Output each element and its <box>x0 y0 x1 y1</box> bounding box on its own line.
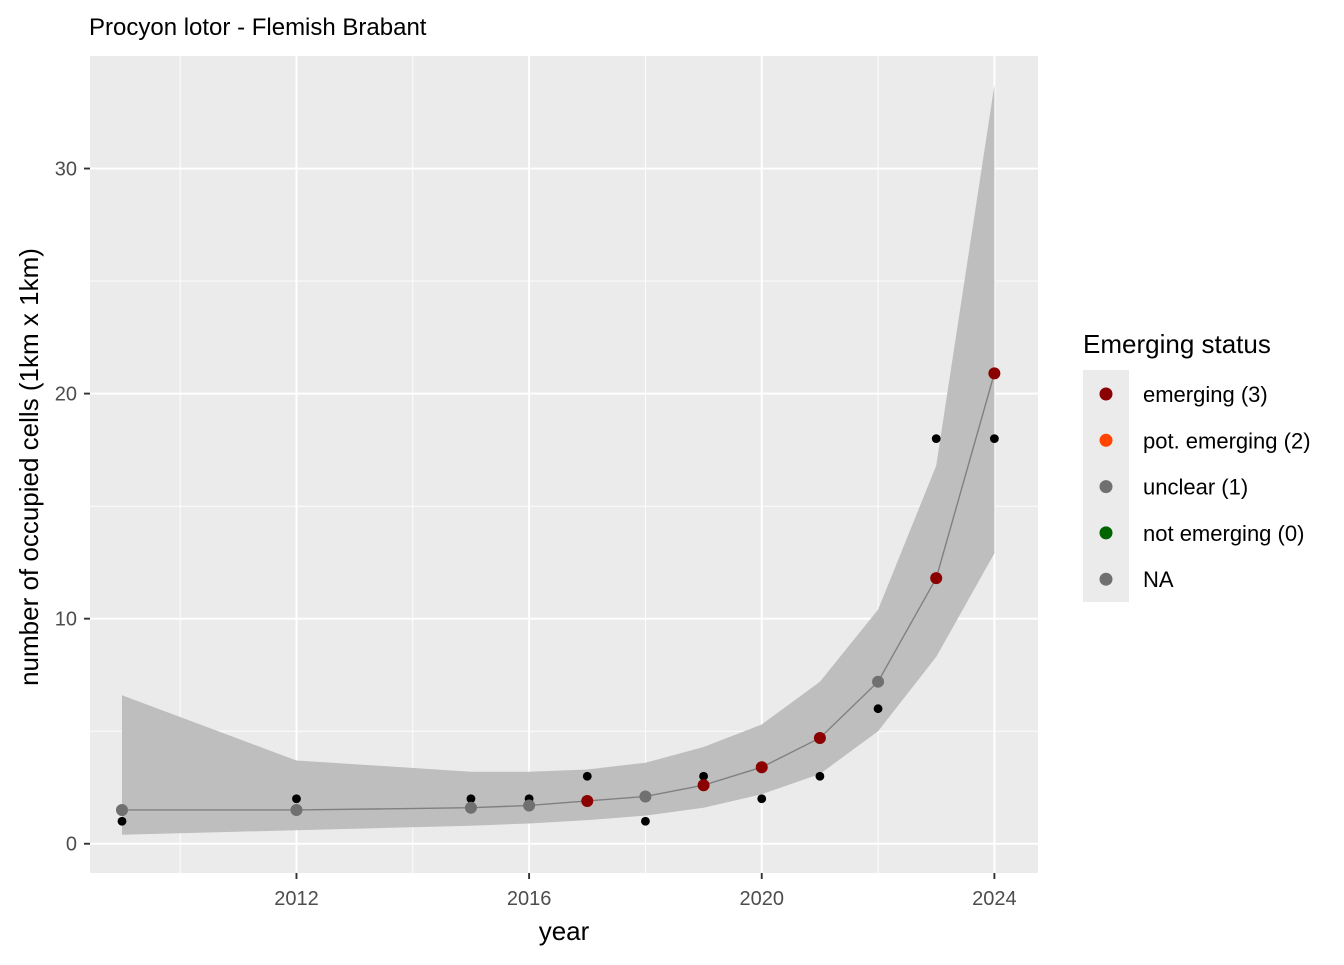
y-tick-label: 10 <box>55 609 77 631</box>
legend-key-dot <box>1099 526 1113 540</box>
fitted-point <box>755 761 768 774</box>
observed-point <box>582 771 592 781</box>
fitted-point <box>115 803 128 816</box>
legend: Emerging status emerging (3) pot. emergin… <box>1083 329 1311 602</box>
x-tick-label: 2020 <box>739 888 784 910</box>
observed-point <box>117 816 127 826</box>
x-axis-label: year <box>539 916 590 946</box>
observed-point <box>873 704 883 714</box>
x-tick-label: 2016 <box>507 888 552 910</box>
y-tick-label: 20 <box>55 384 77 406</box>
legend-entry-label: unclear (1) <box>1143 475 1248 500</box>
chart-title: Procyon lotor - Flemish Brabant <box>89 14 427 41</box>
observed-point <box>757 794 767 804</box>
legend-key-dot <box>1099 572 1113 586</box>
plot-panel: 2012 2016 2020 2024 0 10 20 30 <box>55 56 1038 910</box>
fitted-point <box>930 572 943 585</box>
legend-title: Emerging status <box>1083 329 1271 359</box>
x-tick-label: 2024 <box>972 888 1017 910</box>
legend-entry-label: NA <box>1143 567 1174 592</box>
y-axis-label: number of occupied cells (1km x 1km) <box>14 248 44 686</box>
fitted-point <box>813 731 826 744</box>
fitted-point <box>290 803 303 816</box>
legend-entry-label: not emerging (0) <box>1143 521 1304 546</box>
y-tick-label: 0 <box>66 834 77 856</box>
confidence-ribbon <box>121 85 995 835</box>
fitted-point <box>639 790 652 803</box>
observed-point <box>699 771 708 781</box>
observed-point <box>292 794 301 804</box>
fitted-line <box>121 373 996 811</box>
fitted-point <box>988 367 1001 380</box>
fitted-point <box>581 794 594 807</box>
observed-point <box>931 434 941 444</box>
fitted-point <box>697 779 710 792</box>
legend-entries: emerging (3) pot. emerging (2) unclear (1)… <box>1099 382 1311 592</box>
fitted-point <box>872 675 885 688</box>
legend-entry-label: emerging (3) <box>1143 382 1268 407</box>
plot-background <box>90 56 1038 873</box>
observed-point <box>641 816 650 826</box>
x-tick-label: 2012 <box>274 888 319 910</box>
observed-point <box>989 434 999 444</box>
y-tick-label: 30 <box>55 159 77 181</box>
legend-entry-label: pot. emerging (2) <box>1143 428 1311 453</box>
legend-key-dot <box>1099 480 1113 494</box>
fitted-point <box>523 799 536 812</box>
legend-key-dot <box>1099 433 1113 447</box>
legend-key-dot <box>1099 387 1113 401</box>
observed-point <box>466 794 476 804</box>
observed-point <box>815 771 825 781</box>
fitted-point <box>464 801 477 814</box>
